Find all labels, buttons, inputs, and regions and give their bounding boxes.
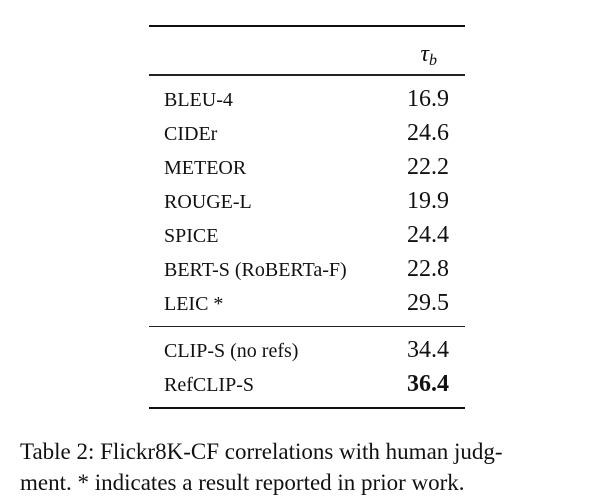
group2-rows: CLIP-S (no refs) 34.4 RefCLIP-S 36.4 — [149, 327, 465, 407]
results-table: τb BLEU-4 16.9 CIDEr 24.6 METEOR 22.2 ROUGE… — [149, 25, 465, 409]
table-row: BERT-S (RoBERTa-F) 22.8 — [164, 255, 449, 282]
table-row: SPICE 24.4 — [164, 221, 449, 248]
table-row: METEOR 22.2 — [164, 153, 449, 180]
group1-rows: BLEU-4 16.9 CIDEr 24.6 METEOR 22.2 ROUGE-L 1… — [149, 76, 465, 326]
bottom-rule — [149, 407, 465, 409]
top-rule — [149, 25, 465, 27]
table-caption: Table 2: Flickr8K-CF correlations with h… — [20, 439, 503, 495]
table-header: τb — [149, 27, 465, 74]
table-row: ROUGE-L 19.9 — [164, 187, 449, 214]
header-rule — [149, 74, 465, 76]
mid-rule — [149, 325, 465, 327]
tau-b-header: τb — [420, 41, 437, 69]
table-row: CIDEr 24.6 — [164, 119, 449, 146]
table-row: LEIC * 29.5 — [164, 289, 449, 316]
table-row: BLEU-4 16.9 — [164, 85, 449, 112]
table-row: RefCLIP-S 36.4 — [164, 371, 449, 397]
table-row: CLIP-S (no refs) 34.4 — [164, 337, 449, 363]
